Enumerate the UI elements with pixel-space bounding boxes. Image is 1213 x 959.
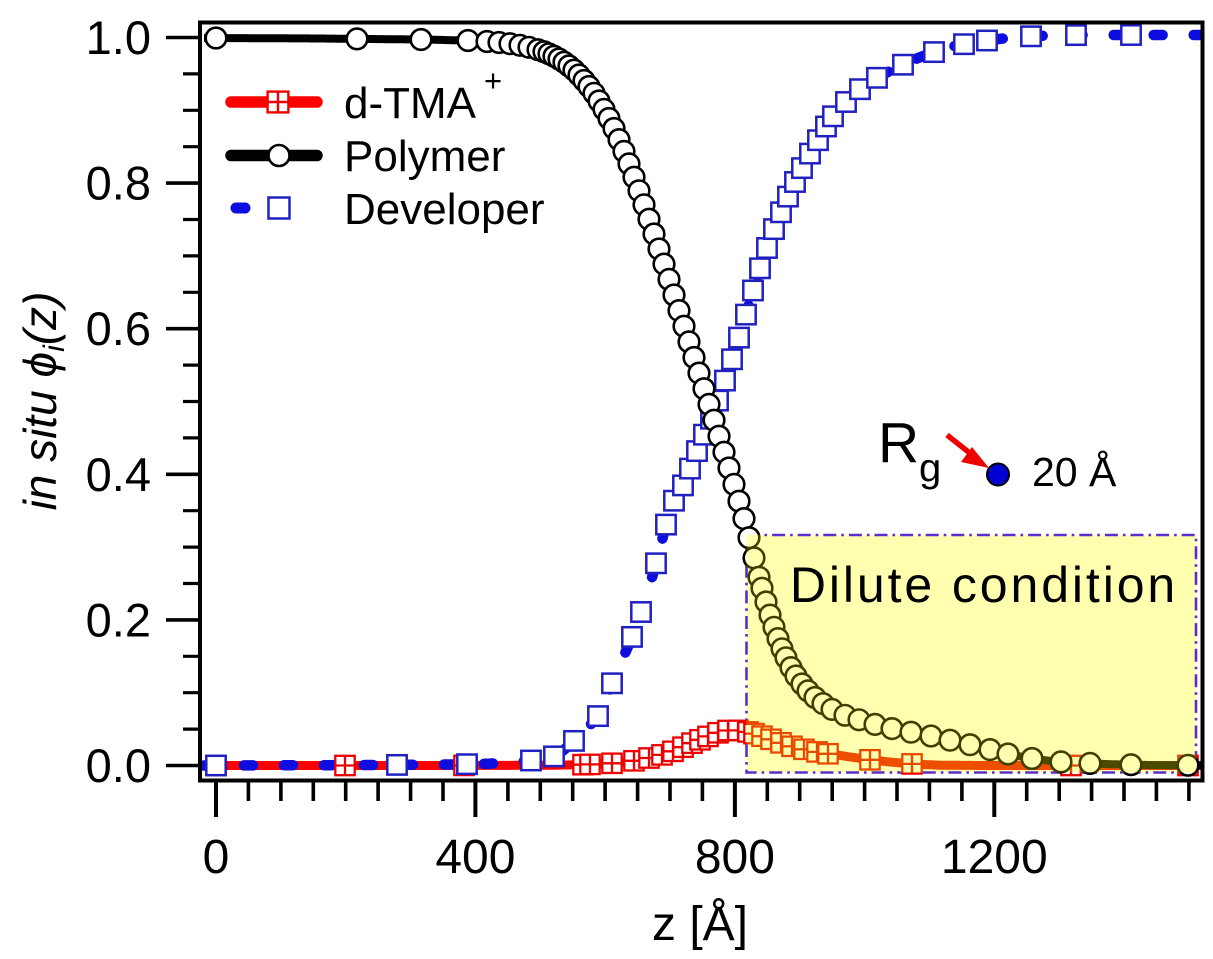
- svg-text:0: 0: [203, 831, 230, 884]
- svg-text:+: +: [484, 63, 502, 98]
- svg-text:Developer: Developer: [344, 185, 545, 234]
- svg-text:0.2: 0.2: [86, 593, 151, 646]
- svg-text:Dilute condition: Dilute condition: [790, 557, 1178, 613]
- svg-text:1200: 1200: [941, 831, 1048, 884]
- svg-text:0.0: 0.0: [86, 739, 151, 792]
- svg-text:20 Å: 20 Å: [1032, 449, 1117, 495]
- svg-text:g: g: [919, 446, 941, 490]
- svg-text:Polymer: Polymer: [344, 132, 505, 181]
- svg-text:800: 800: [695, 831, 775, 884]
- svg-text:z [Å]: z [Å]: [652, 898, 748, 951]
- svg-text:R: R: [878, 411, 919, 475]
- svg-text:0.8: 0.8: [86, 157, 151, 210]
- svg-text:0.6: 0.6: [86, 302, 151, 355]
- svg-text:0.4: 0.4: [86, 448, 151, 501]
- svg-text:1.0: 1.0: [86, 11, 151, 64]
- svg-text:d-TMA: d-TMA: [344, 79, 477, 128]
- svg-text:in situ ϕi(z): in situ ϕi(z): [14, 292, 71, 511]
- svg-text:400: 400: [435, 831, 515, 884]
